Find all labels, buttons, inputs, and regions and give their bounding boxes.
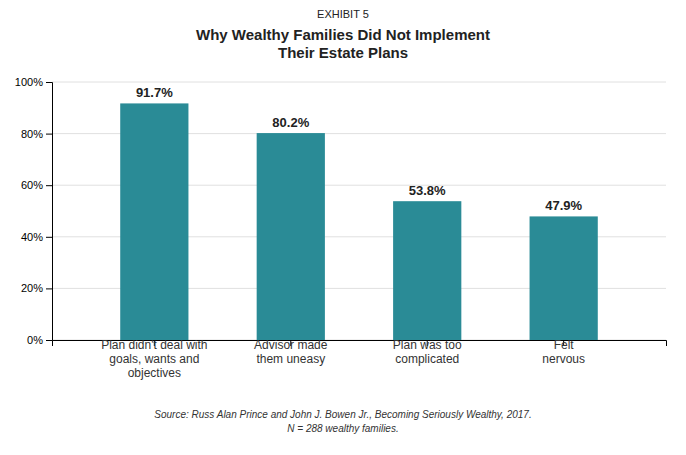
text-line: them uneasy xyxy=(256,352,325,366)
tick: Feltnervous xyxy=(542,338,585,366)
tick: Advisor madethem uneasy xyxy=(254,338,328,366)
bar xyxy=(530,216,598,340)
tick: Plan didn't deal withgoals, wants andobj… xyxy=(101,338,207,380)
text-line: Their Estate Plans xyxy=(278,44,408,61)
tick: 40% xyxy=(21,231,52,243)
data-label: 53.8% xyxy=(409,183,446,198)
text-line: nervous xyxy=(542,352,585,366)
text-line: N = 288 wealthy families. xyxy=(287,423,398,434)
tick-label: Plan didn't deal withgoals, wants andobj… xyxy=(101,338,207,380)
text-line: Advisor made xyxy=(254,338,328,352)
tick-label: 0% xyxy=(27,334,43,346)
title: Why Wealthy Families Did Not ImplementTh… xyxy=(196,26,490,61)
data-label: 91.7% xyxy=(136,85,173,100)
tick-mark xyxy=(46,185,52,186)
bar xyxy=(257,133,325,340)
grid-line xyxy=(52,82,666,83)
tick-label: Plan was toocomplicated xyxy=(393,338,462,366)
plot: 0% 20% 40% 60% 80% 100% Plan didn't deal withg… xyxy=(15,76,667,380)
annotation: Source: Russ Alan Prince and John J. Bow… xyxy=(154,409,531,434)
tick: 20% xyxy=(21,282,52,294)
text-line: Source: Russ Alan Prince and John J. Bow… xyxy=(154,409,531,420)
tick: 80% xyxy=(21,128,52,140)
text-line: Plan didn't deal with xyxy=(101,338,207,352)
tick-label: Feltnervous xyxy=(542,338,585,366)
x-axis: Plan didn't deal withgoals, wants andobj… xyxy=(53,338,667,380)
tick: 100% xyxy=(15,76,52,88)
tick-mark xyxy=(46,237,52,238)
tick-label: Advisor madethem uneasy xyxy=(254,338,328,366)
bar xyxy=(120,103,188,340)
grid xyxy=(52,82,666,340)
text-line: objectives xyxy=(128,366,181,380)
tick-mark xyxy=(46,82,52,83)
text-line: Felt xyxy=(554,338,575,352)
tick-mark xyxy=(46,288,52,289)
data-label: 80.2% xyxy=(272,115,309,130)
y-axis: 0% 20% 40% 60% 80% 100% xyxy=(15,76,53,346)
data-label: 47.9% xyxy=(545,198,582,213)
bars xyxy=(120,103,598,340)
tick: Plan was toocomplicated xyxy=(393,338,462,366)
axis-line xyxy=(46,83,53,341)
tick-label: 80% xyxy=(21,128,43,140)
tick-label: 40% xyxy=(21,231,43,243)
tick: 0% xyxy=(27,334,52,346)
tick-label: 60% xyxy=(21,179,43,191)
data-labels: 91.7% 80.2% 53.8% 47.9% xyxy=(136,85,583,213)
chart: EXHIBIT 5 Why Wealthy Families Did Not Im… xyxy=(0,0,686,455)
tick-label: 20% xyxy=(21,282,43,294)
subtitle: EXHIBIT 5 xyxy=(317,8,369,20)
text-line: goals, wants and xyxy=(109,352,199,366)
tick-mark xyxy=(46,340,52,341)
text-line: Why Wealthy Families Did Not Implement xyxy=(196,26,490,43)
tick: 60% xyxy=(21,179,52,191)
bar xyxy=(393,201,461,340)
tick-mark xyxy=(46,134,52,135)
text-line: complicated xyxy=(395,352,459,366)
text-line: Plan was too xyxy=(393,338,462,352)
tick-label: 100% xyxy=(15,76,43,88)
